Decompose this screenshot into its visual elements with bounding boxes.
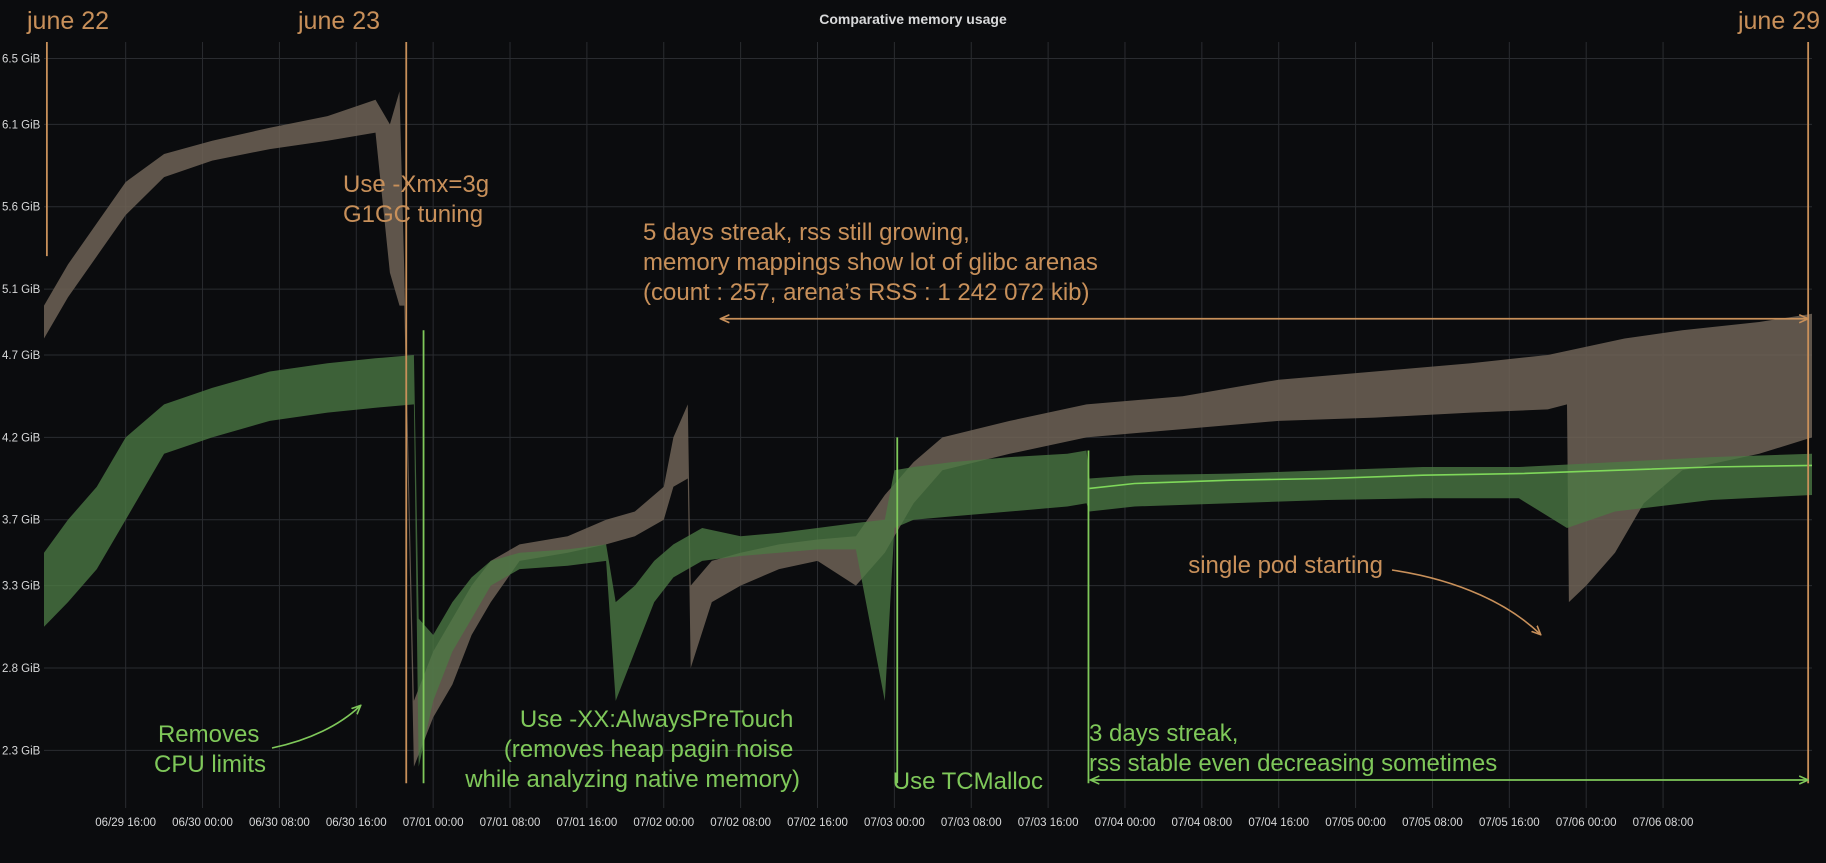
date-label-june-29: june 29 — [1737, 7, 1820, 35]
x-tick-label: 07/03 08:00 — [941, 817, 1002, 829]
annotation-xmx-g1gc: Use -Xmx=3g G1GC tuning — [343, 171, 496, 228]
x-tick-label: 07/06 00:00 — [1556, 817, 1617, 829]
x-tick-label: 07/04 00:00 — [1095, 817, 1156, 829]
annotation-always-pre-touch: Use -XX:AlwaysPreTouch (removes heap pag… — [464, 706, 800, 793]
x-tick-label: 07/06 08:00 — [1633, 817, 1694, 829]
y-tick-label: 3.7 GiB — [2, 515, 41, 527]
x-tick-label: 06/30 08:00 — [249, 817, 310, 829]
y-tick-label: 2.8 GiB — [2, 663, 41, 675]
x-tick-label: 07/05 00:00 — [1325, 817, 1386, 829]
x-tick-label: 07/01 08:00 — [480, 817, 541, 829]
x-tick-label: 07/04 16:00 — [1248, 817, 1309, 829]
y-tick-label: 5.1 GiB — [2, 284, 41, 296]
series-line — [1089, 464, 1813, 490]
x-axis: 06/29 16:00 06/30 00:00 06/30 08:00 06/30 1… — [95, 817, 1693, 829]
y-tick-label: 2.3 GiB — [2, 745, 41, 757]
range-arrows — [721, 319, 1807, 780]
date-label-june-23: june 23 — [297, 7, 380, 35]
x-tick-label: 07/02 08:00 — [710, 817, 771, 829]
annotation-three-days-streak: 3 days streak, rss stable even decreasin… — [1089, 720, 1497, 777]
x-tick-label: 07/05 16:00 — [1479, 817, 1540, 829]
y-tick-label: 4.7 GiB — [2, 350, 41, 362]
y-tick-label: 6.5 GiB — [2, 53, 41, 65]
y-tick-label: 6.1 GiB — [2, 119, 41, 131]
x-tick-label: 07/03 00:00 — [864, 817, 925, 829]
x-tick-label: 06/30 16:00 — [326, 817, 387, 829]
y-tick-label: 3.3 GiB — [2, 581, 41, 593]
tcmalloc-area — [44, 355, 1812, 767]
annotation-single-pod-starting: single pod starting — [1188, 552, 1383, 579]
date-label-june-22: june 22 — [26, 7, 109, 35]
x-tick-label: 07/02 16:00 — [787, 817, 848, 829]
y-axis: 6.5 GiB 6.1 GiB 5.6 GiB 5.1 GiB 4.7 GiB 4.2 G… — [2, 53, 41, 757]
rss-area — [44, 91, 1812, 767]
annotation-use-tcmalloc: Use TCMalloc — [893, 768, 1043, 795]
x-tick-label: 07/04 08:00 — [1171, 817, 1232, 829]
chart-title: Comparative memory usage — [819, 11, 1007, 27]
x-tick-label: 07/03 16:00 — [1018, 817, 1079, 829]
x-tick-label: 07/01 00:00 — [403, 817, 464, 829]
y-tick-label: 4.2 GiB — [2, 432, 41, 444]
single-pod-starting-arrow — [1391, 569, 1540, 634]
grid — [44, 42, 1812, 808]
x-tick-label: 06/30 00:00 — [172, 817, 233, 829]
y-tick-label: 5.6 GiB — [2, 202, 41, 214]
x-tick-label: 07/02 00:00 — [633, 817, 694, 829]
x-tick-label: 07/01 16:00 — [557, 817, 618, 829]
removes-cpu-limits-arrow — [271, 706, 360, 749]
series-areas — [44, 91, 1813, 767]
x-tick-label: 06/29 16:00 — [95, 817, 156, 829]
annotation-removes-cpu-limits: Removes CPU limits — [154, 721, 266, 778]
vertical-markers — [45, 42, 1810, 784]
annotation-five-days-streak: 5 days streak, rss still growing, memory… — [643, 219, 1105, 306]
x-tick-label: 07/05 08:00 — [1402, 817, 1463, 829]
